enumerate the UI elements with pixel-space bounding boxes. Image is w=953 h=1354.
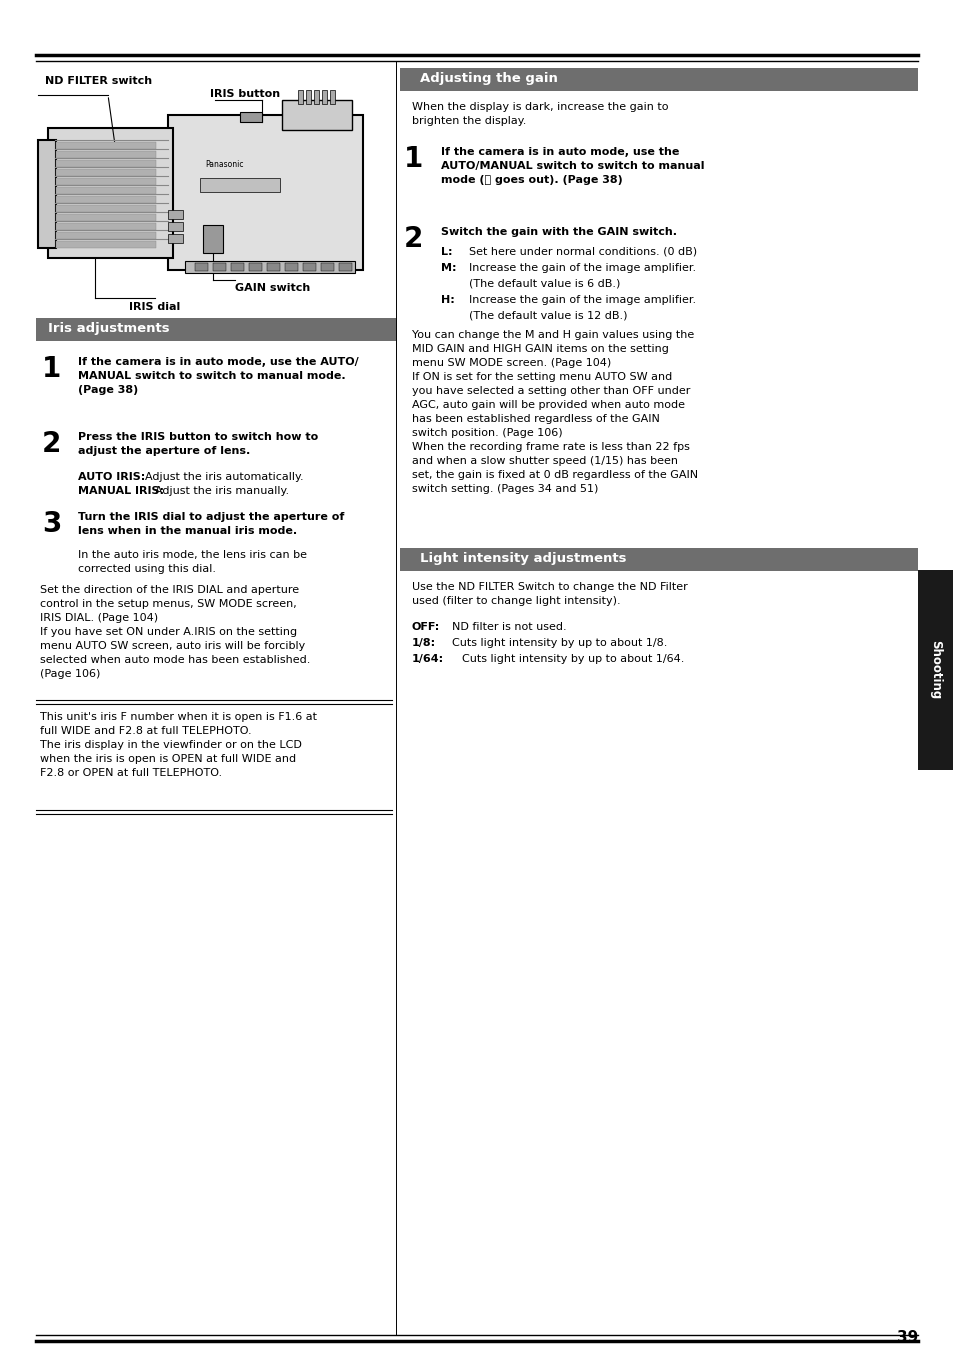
Text: (The default value is 6 dB.): (The default value is 6 dB.) (469, 279, 619, 288)
Text: DVCPROHD  P2: DVCPROHD P2 (216, 179, 263, 184)
Bar (56, 223, 156, 230)
Text: 1: 1 (403, 145, 423, 173)
Bar (56, 160, 156, 167)
Bar (330, 89, 335, 104)
Bar (399, 548, 917, 571)
Bar (56, 196, 156, 203)
Bar (36, 318, 395, 341)
Text: H:: H: (440, 295, 455, 305)
Text: IRIS dial: IRIS dial (130, 302, 180, 311)
Bar (249, 263, 262, 271)
Bar (168, 234, 183, 242)
Bar (338, 263, 352, 271)
Bar (282, 100, 352, 130)
Text: Press the IRIS button to switch how to
adjust the aperture of lens.: Press the IRIS button to switch how to a… (78, 432, 318, 456)
Bar (267, 263, 280, 271)
Text: When the display is dark, increase the gain to
brighten the display.: When the display is dark, increase the g… (412, 102, 668, 126)
Bar (56, 241, 156, 248)
Text: This unit's iris F number when it is open is F1.6 at
full WIDE and F2.8 at full : This unit's iris F number when it is ope… (40, 712, 316, 779)
Text: 2: 2 (42, 431, 61, 458)
Text: M:: M: (440, 263, 456, 274)
Text: AUTO IRIS:: AUTO IRIS: (78, 473, 145, 482)
Text: OFF:: OFF: (412, 621, 439, 632)
Text: Set here under normal conditions. (0 dB): Set here under normal conditions. (0 dB) (469, 246, 697, 257)
Bar (168, 210, 183, 219)
Text: L:: L: (440, 246, 452, 257)
Text: Panasonic: Panasonic (206, 160, 244, 169)
Text: If the camera is in auto mode, use the AUTO/
MANUAL switch to switch to manual m: If the camera is in auto mode, use the A… (78, 357, 358, 395)
Text: ND filter is not used.: ND filter is not used. (452, 621, 566, 632)
Bar (56, 214, 156, 221)
Text: 1/64:: 1/64: (412, 654, 444, 663)
Text: 3: 3 (42, 510, 61, 538)
Text: 1/8:: 1/8: (412, 638, 436, 649)
Bar (320, 263, 334, 271)
Text: Use the ND FILTER Switch to change the ND Filter
used (filter to change light in: Use the ND FILTER Switch to change the N… (412, 582, 687, 607)
Bar (48, 129, 172, 259)
Bar (56, 204, 156, 213)
Bar (399, 68, 917, 91)
Bar (231, 263, 244, 271)
Text: Increase the gain of the image amplifier.: Increase the gain of the image amplifier… (469, 263, 696, 274)
Bar (56, 177, 156, 185)
Bar (194, 263, 208, 271)
Bar (38, 139, 56, 248)
Bar (56, 187, 156, 194)
Text: 2: 2 (403, 225, 423, 253)
Bar (240, 112, 262, 122)
Text: GAIN switch: GAIN switch (234, 283, 310, 292)
Text: (The default value is 12 dB.): (The default value is 12 dB.) (469, 311, 627, 321)
Text: MANUAL IRIS:: MANUAL IRIS: (78, 486, 164, 496)
Text: Adjust the iris automatically.: Adjust the iris automatically. (145, 473, 303, 482)
Bar (314, 89, 318, 104)
Text: Adjusting the gain: Adjusting the gain (419, 72, 558, 85)
Text: Increase the gain of the image amplifier.: Increase the gain of the image amplifier… (469, 295, 696, 305)
Bar (297, 89, 303, 104)
Bar (200, 177, 280, 192)
Bar (213, 263, 226, 271)
Bar (185, 261, 355, 274)
Text: Cuts light intensity by up to about 1/64.: Cuts light intensity by up to about 1/64… (461, 654, 683, 663)
Bar (56, 152, 156, 158)
Text: In the auto iris mode, the lens iris can be
corrected using this dial.: In the auto iris mode, the lens iris can… (78, 550, 307, 574)
Text: IRIS button: IRIS button (210, 89, 280, 99)
Text: If the camera is in auto mode, use the
AUTO/MANUAL switch to switch to manual
mo: If the camera is in auto mode, use the A… (440, 148, 703, 185)
Bar (322, 89, 327, 104)
Text: Turn the IRIS dial to adjust the aperture of
lens when in the manual iris mode.: Turn the IRIS dial to adjust the apertur… (78, 512, 344, 536)
Text: Shooting: Shooting (928, 640, 942, 700)
Text: Switch the gain with the GAIN switch.: Switch the gain with the GAIN switch. (440, 227, 677, 237)
Bar (303, 263, 315, 271)
Bar (285, 263, 297, 271)
Bar (56, 169, 156, 176)
Text: 1: 1 (42, 355, 61, 383)
Text: Adjust the iris manually.: Adjust the iris manually. (154, 486, 289, 496)
Text: Iris adjustments: Iris adjustments (48, 322, 170, 334)
Text: ND FILTER switch: ND FILTER switch (45, 76, 152, 87)
Text: Cuts light intensity by up to about 1/8.: Cuts light intensity by up to about 1/8. (452, 638, 667, 649)
Bar (203, 225, 223, 253)
Bar (56, 232, 156, 240)
Bar (168, 115, 363, 269)
Bar (306, 89, 311, 104)
Text: You can change the M and H gain values using the
MID GAIN and HIGH GAIN items on: You can change the M and H gain values u… (412, 330, 698, 494)
Text: Light intensity adjustments: Light intensity adjustments (419, 552, 626, 565)
Bar (917, 570, 953, 770)
Text: Set the direction of the IRIS DIAL and aperture
control in the setup menus, SW M: Set the direction of the IRIS DIAL and a… (40, 585, 310, 678)
Bar (168, 222, 183, 232)
Bar (56, 142, 156, 149)
Text: 39: 39 (896, 1330, 917, 1345)
